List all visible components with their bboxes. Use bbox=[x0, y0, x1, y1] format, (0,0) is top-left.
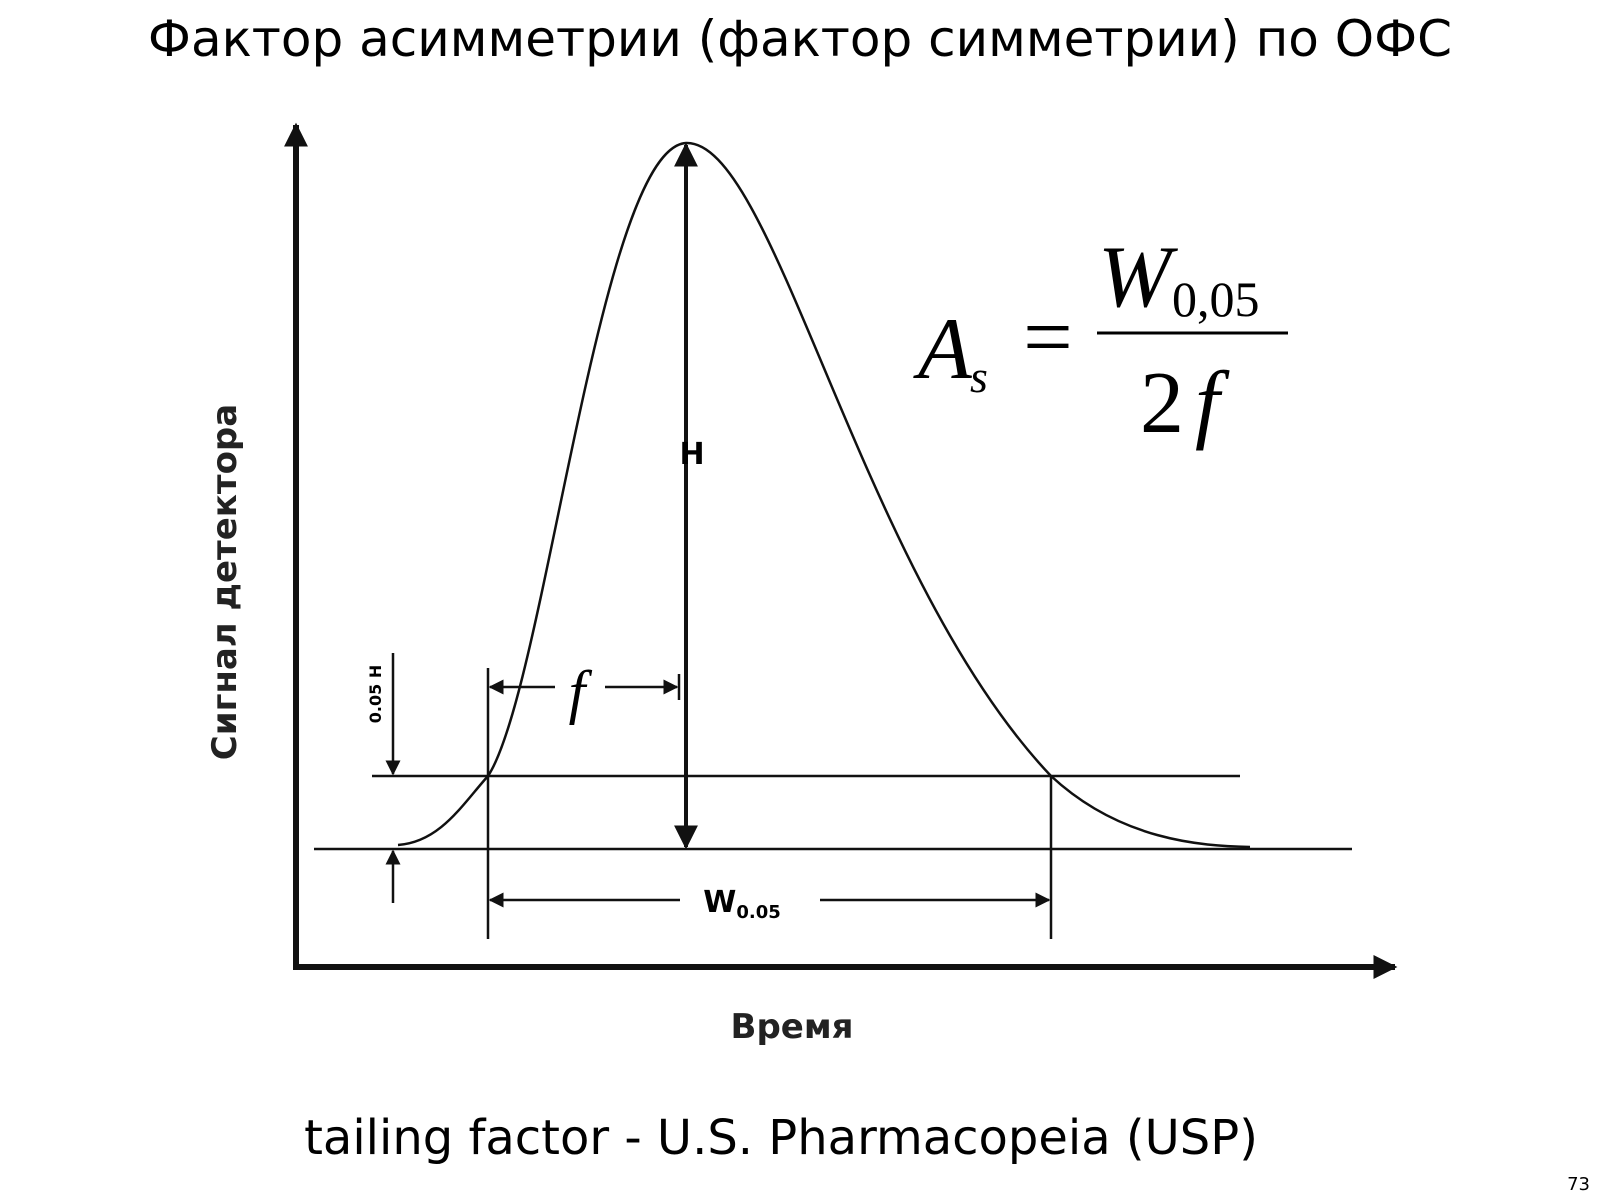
width-label-sub: 0.05 bbox=[736, 902, 780, 923]
formula: A s = W 0,05 2 f bbox=[913, 229, 1288, 452]
formula-numerator-sub: 0,05 bbox=[1172, 271, 1260, 327]
x-axis-label: Время bbox=[731, 1007, 854, 1047]
formula-equals: = bbox=[1023, 289, 1073, 386]
formula-lhs-sub: s bbox=[970, 351, 988, 402]
diagram: H f W0.05 0.05 H Сигнал детектора Время bbox=[205, 122, 1398, 1047]
fraction-label: 0.05 H bbox=[366, 665, 385, 723]
formula-lhs: A bbox=[913, 301, 973, 398]
caption: tailing factor - U.S. Pharmacopeia (USP) bbox=[304, 1110, 1258, 1166]
formula-denominator-var: f bbox=[1195, 355, 1230, 452]
height-label: H bbox=[679, 437, 704, 472]
y-axis-label: Сигнал детектора bbox=[205, 404, 245, 760]
slide-title: Фактор асимметрии (фактор симметрии) по … bbox=[148, 10, 1452, 68]
formula-denominator-number: 2 bbox=[1140, 355, 1184, 452]
width-label: W0.05 bbox=[703, 885, 781, 923]
formula-numerator: W bbox=[1098, 229, 1178, 326]
f-label: f bbox=[569, 659, 593, 725]
page-number: 73 bbox=[1567, 1174, 1590, 1195]
width-label-main: W bbox=[703, 885, 736, 920]
